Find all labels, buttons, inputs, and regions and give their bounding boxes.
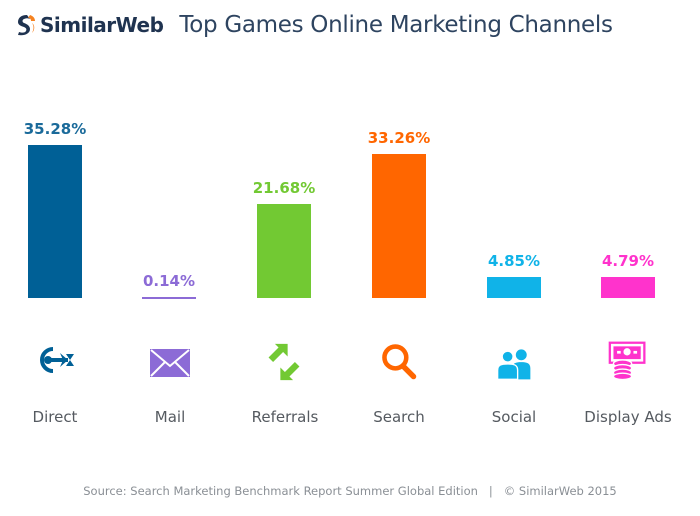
header: SimilarWeb Top Games Online Marketing Ch… [16, 8, 613, 42]
category-label-direct: Direct [32, 408, 78, 426]
similarweb-logo: SimilarWeb [16, 13, 164, 37]
bar-mail [142, 297, 196, 299]
source-footer: Source: Search Marketing Benchmark Repor… [83, 484, 617, 498]
category-label-social: Social [491, 408, 537, 426]
swap-arrows-icon [268, 343, 300, 381]
category-label-display-ads: Display Ads [584, 408, 672, 426]
bar-display-ads [601, 277, 655, 298]
value-label-direct: 35.28% [23, 120, 87, 138]
chart-title: Top Games Online Marketing Channels [179, 12, 613, 38]
value-label-mail: 0.14% [142, 272, 196, 290]
category-label-referrals: Referrals [251, 408, 319, 426]
target-arrow-icon [40, 347, 74, 373]
category-label-search: Search [373, 408, 425, 426]
value-label-search: 33.26% [367, 129, 431, 147]
envelope-icon [150, 349, 190, 377]
magnifier-icon [382, 344, 417, 380]
money-coins-icon [608, 341, 646, 380]
bar-search [372, 154, 426, 298]
people-icon [496, 349, 531, 381]
bar-direct [28, 145, 82, 298]
category-label-mail: Mail [154, 408, 186, 426]
bar-referrals [257, 204, 311, 298]
value-label-referrals: 21.68% [252, 179, 316, 197]
value-label-display-ads: 4.79% [601, 252, 655, 270]
bar-social [487, 277, 541, 298]
similarweb-logo-icon [18, 15, 35, 36]
logo-text: SimilarWeb [40, 13, 164, 37]
value-label-social: 4.85% [487, 252, 541, 270]
